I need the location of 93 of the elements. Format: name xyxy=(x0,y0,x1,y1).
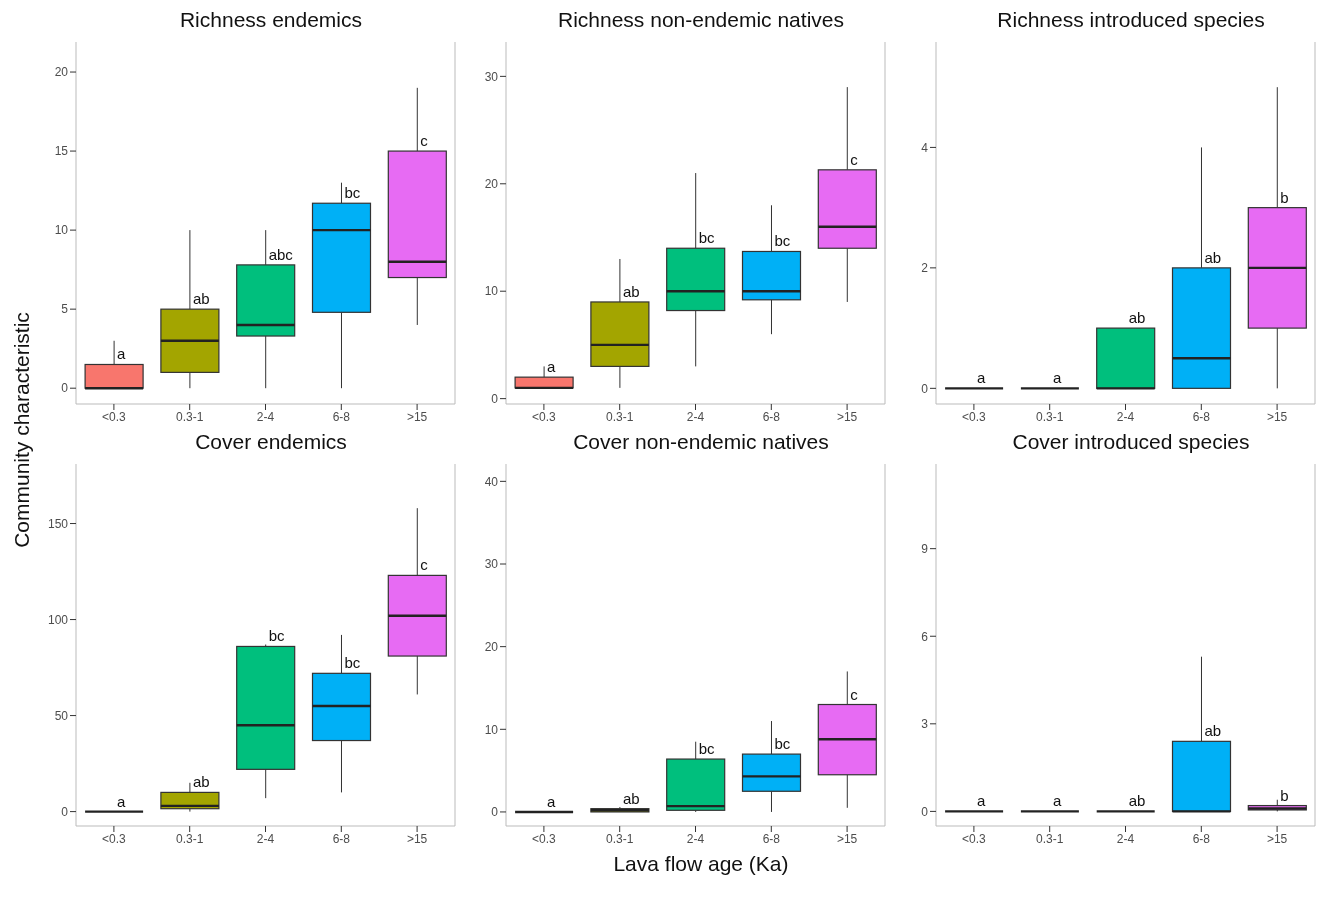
y-tick-label: 0 xyxy=(61,804,69,819)
annotation: c xyxy=(850,685,859,703)
annotation: ab xyxy=(1128,792,1146,810)
x-tick-label: 2-4 xyxy=(1116,831,1135,846)
y-tick-label: 2 xyxy=(921,261,929,276)
annotation: ab xyxy=(622,282,640,300)
annotation: a xyxy=(547,358,557,376)
x-tick-label: 0.3-1 xyxy=(1036,409,1064,424)
y-tick-label: 30 xyxy=(484,557,499,572)
y-tick-label: 3 xyxy=(921,717,929,732)
annotation: a xyxy=(977,792,987,810)
y-tick-label: 20 xyxy=(484,177,499,192)
annotation: c xyxy=(850,150,859,168)
annotation: bc xyxy=(698,740,716,758)
y-tick-label: 100 xyxy=(47,612,69,627)
chart-title: Richness introduced species xyxy=(996,8,1266,33)
x-tick-label: 0.3-1 xyxy=(1036,831,1064,846)
chart-title: Cover endemics xyxy=(194,430,348,455)
annotation: ab xyxy=(622,789,640,807)
annotation: a xyxy=(977,369,987,387)
x-tick-label: 6-8 xyxy=(1192,831,1211,846)
x-tick-label: >15 xyxy=(1266,409,1288,424)
x-tick-label: 0.3-1 xyxy=(606,831,634,846)
x-tick-label: >15 xyxy=(836,409,858,424)
y-tick-label: 150 xyxy=(47,516,69,531)
x-tick-label: <0.3 xyxy=(102,409,127,424)
x-tick-label: <0.3 xyxy=(102,831,127,846)
y-tick-label: 20 xyxy=(484,639,499,654)
x-tick-label: >15 xyxy=(406,409,428,424)
y-tick-label: 10 xyxy=(484,284,499,299)
y-tick-label: 9 xyxy=(921,541,929,556)
annotation: bc xyxy=(774,232,791,250)
annotation: a xyxy=(547,792,557,810)
annotation: a xyxy=(1052,369,1062,387)
annotation: bc xyxy=(774,735,791,753)
y-tick-label: 5 xyxy=(61,302,69,317)
x-tick-label: >15 xyxy=(836,831,858,846)
annotation: ab xyxy=(192,773,210,791)
annotation: bc xyxy=(344,654,361,672)
annotation: ab xyxy=(1128,309,1146,327)
x-tick-label: <0.3 xyxy=(962,409,987,424)
x-tick-label: 0.3-1 xyxy=(176,409,204,424)
annotation: c xyxy=(420,556,429,574)
annotation: abc xyxy=(268,245,294,263)
x-tick-label: 2-4 xyxy=(1116,409,1135,424)
y-tick-label: 50 xyxy=(54,708,69,723)
x-tick-label: 6-8 xyxy=(1192,409,1211,424)
x-tick-label: 6-8 xyxy=(762,831,781,846)
annotation: c xyxy=(420,132,429,150)
x-tick-label: 2-4 xyxy=(256,831,275,846)
chart-title: Richness endemics xyxy=(178,8,364,33)
annotation: b xyxy=(1280,786,1289,804)
x-tick-label: >15 xyxy=(406,831,428,846)
annotation: bc xyxy=(268,627,286,645)
annotation: b xyxy=(1280,188,1289,206)
y-tick-label: 0 xyxy=(491,391,499,406)
x-tick-label: <0.3 xyxy=(962,831,987,846)
x-tick-label: 0.3-1 xyxy=(176,831,204,846)
chart-title: Richness non-endemic natives xyxy=(557,8,845,33)
chart-title: Cover non-endemic natives xyxy=(572,430,830,455)
y-tick-label: 0 xyxy=(921,804,929,819)
x-tick-label: <0.3 xyxy=(532,409,557,424)
annotation: bc xyxy=(698,229,716,247)
x-tick-label: >15 xyxy=(1266,831,1288,846)
x-tick-label: 0.3-1 xyxy=(606,409,634,424)
annotation: a xyxy=(117,345,127,363)
y-tick-label: 0 xyxy=(61,381,69,396)
x-tick-label: 6-8 xyxy=(762,409,781,424)
x-axis-title: Lava flow age (Ka) xyxy=(612,852,790,876)
x-tick-label: 2-4 xyxy=(256,409,275,424)
y-tick-label: 20 xyxy=(54,65,69,80)
y-tick-label: 0 xyxy=(491,805,499,820)
y-tick-label: 15 xyxy=(54,144,69,159)
x-tick-label: <0.3 xyxy=(532,831,557,846)
y-tick-label: 40 xyxy=(484,474,499,489)
annotation: a xyxy=(1052,792,1062,810)
y-axis-title: Community characteristic xyxy=(10,312,34,548)
annotation: ab xyxy=(192,290,210,308)
y-tick-label: 30 xyxy=(484,69,499,84)
x-tick-label: 2-4 xyxy=(686,831,705,846)
y-tick-label: 4 xyxy=(921,140,929,155)
x-tick-label: 6-8 xyxy=(332,409,351,424)
x-tick-label: 6-8 xyxy=(332,831,351,846)
y-tick-label: 6 xyxy=(921,629,929,644)
chart-title: Cover introduced species xyxy=(1011,430,1251,455)
y-tick-label: 0 xyxy=(921,381,929,396)
annotation: ab xyxy=(1204,722,1222,740)
x-tick-label: 2-4 xyxy=(686,409,705,424)
annotation: a xyxy=(117,792,127,810)
annotation: bc xyxy=(344,184,361,202)
y-tick-label: 10 xyxy=(54,223,69,238)
y-tick-label: 10 xyxy=(484,722,499,737)
annotation: ab xyxy=(1204,248,1222,266)
